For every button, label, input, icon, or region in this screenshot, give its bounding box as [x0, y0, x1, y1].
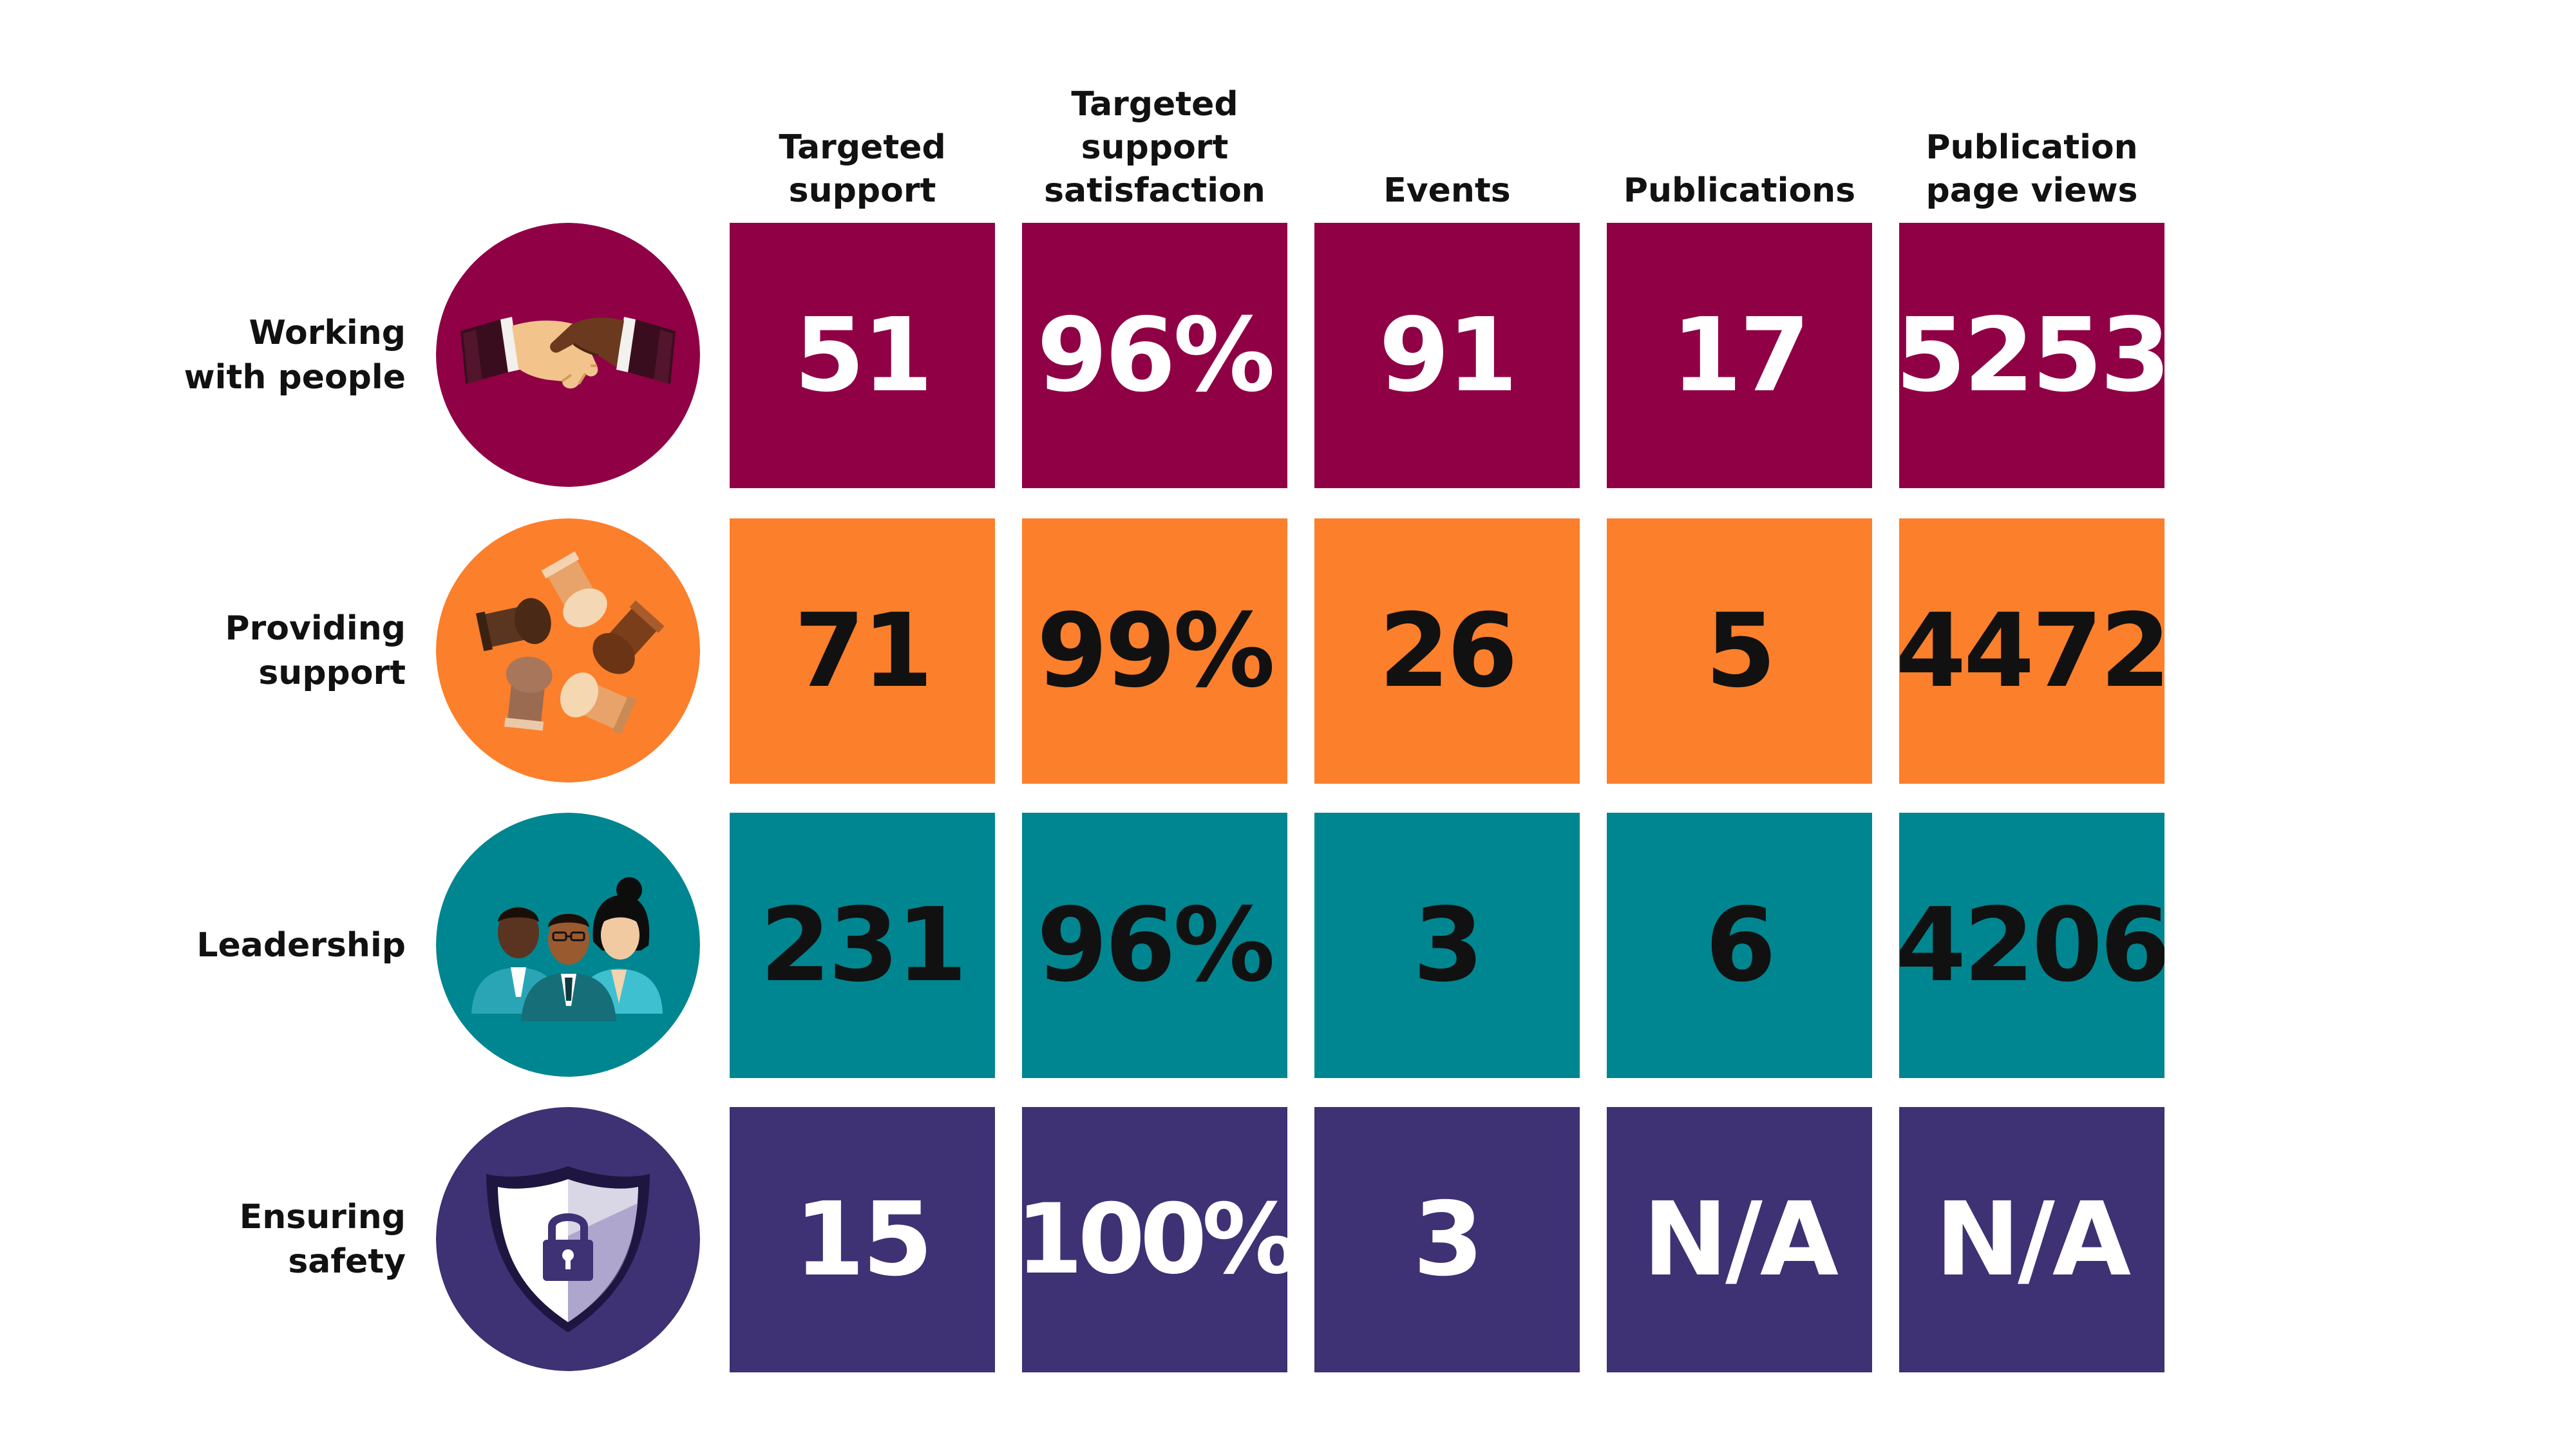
header-line: page views — [1926, 171, 2138, 210]
cell-leadership-targeted-support: 231 — [730, 813, 995, 1078]
cell-providing-targeted-support: 71 — [730, 518, 995, 784]
row-label-working-with-people: Working with people — [97, 223, 406, 488]
column-header-events: Events — [1305, 64, 1589, 213]
row-label-line: Providing — [225, 609, 406, 648]
cell-safety-page-views: N/A — [1899, 1107, 2164, 1372]
row-label-leadership: Leadership — [97, 813, 406, 1078]
cell-leadership-events: 3 — [1314, 813, 1580, 1078]
row-label-line: Ensuring — [239, 1198, 406, 1236]
row-label-line: safety — [288, 1242, 406, 1281]
column-header-publication-page-views: Publication page views — [1890, 64, 2174, 213]
handshake-icon — [436, 223, 700, 487]
header-line: Publication — [1926, 128, 2138, 167]
header-line: Publications — [1623, 171, 1856, 210]
cell-working-satisfaction: 96% — [1022, 223, 1287, 488]
cell-safety-publications: N/A — [1607, 1107, 1872, 1372]
header-line: Targeted — [779, 128, 946, 167]
cell-safety-satisfaction: 100% — [1022, 1107, 1287, 1372]
header-line: Targeted — [1071, 85, 1238, 124]
row-label-providing-support: Providing support — [97, 518, 406, 784]
column-header-publications: Publications — [1598, 64, 1881, 213]
row-label-line: Working — [249, 314, 406, 352]
cell-leadership-page-views: 4206 — [1899, 813, 2164, 1078]
cell-safety-events: 3 — [1314, 1107, 1580, 1372]
cell-safety-targeted-support: 15 — [730, 1107, 995, 1372]
row-label-line: with people — [184, 358, 406, 397]
row-label-line: support — [258, 654, 406, 692]
cell-leadership-publications: 6 — [1607, 813, 1872, 1078]
cell-providing-publications: 5 — [1607, 518, 1872, 784]
row-label-line: Leadership — [196, 925, 406, 965]
cell-working-publications: 17 — [1607, 223, 1872, 488]
cell-providing-events: 26 — [1314, 518, 1580, 784]
column-header-targeted-support: Targeted support — [721, 64, 1004, 213]
cell-working-events: 91 — [1314, 223, 1580, 488]
shield-lock-icon — [436, 1107, 700, 1371]
cell-working-targeted-support: 51 — [730, 223, 995, 488]
cell-providing-page-views: 4472 — [1899, 518, 2164, 784]
joined-hands-icon — [436, 518, 700, 782]
header-line: Events — [1383, 171, 1511, 210]
team-people-icon — [436, 813, 700, 1077]
column-header-targeted-support-satisfaction: Targeted support satisfaction — [1013, 64, 1296, 213]
cell-working-page-views: 5253 — [1899, 223, 2164, 488]
header-line: satisfaction — [1044, 171, 1265, 210]
row-label-ensuring-safety: Ensuring safety — [97, 1107, 406, 1372]
header-line: support — [1081, 128, 1229, 167]
cell-leadership-satisfaction: 96% — [1022, 813, 1287, 1078]
header-line: support — [788, 171, 936, 210]
cell-providing-satisfaction: 99% — [1022, 518, 1287, 784]
